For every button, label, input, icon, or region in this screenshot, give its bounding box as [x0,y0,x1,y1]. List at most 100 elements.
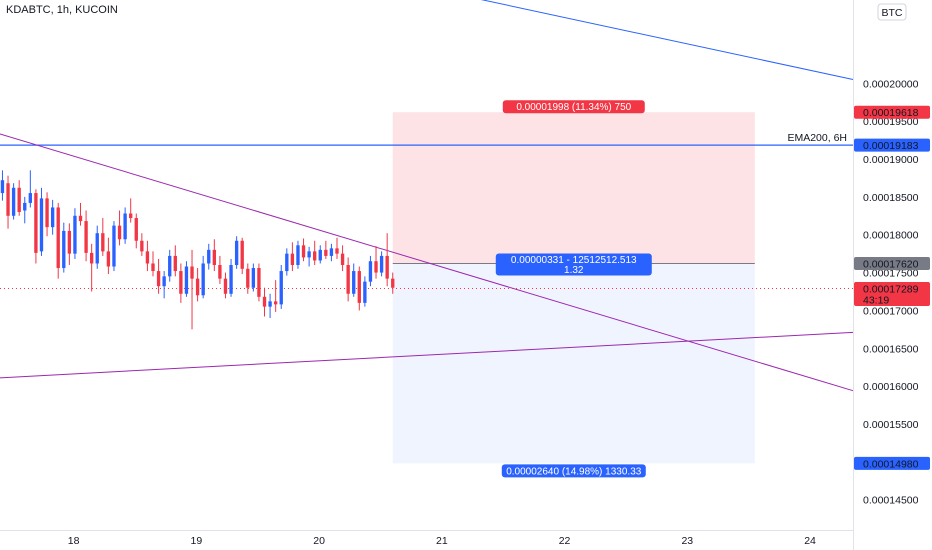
candle-body [329,248,334,256]
currency-badge[interactable] [877,3,907,21]
candle-body [335,248,339,254]
target-zone[interactable] [392,112,755,264]
stop-zone[interactable] [392,263,755,464]
candle-body [268,301,272,307]
price-label-box [854,456,930,470]
candle-body [84,221,88,253]
x-tick-label: 24 [804,535,816,547]
candle-body [168,255,172,277]
candle-body [6,183,10,216]
candle [17,180,21,216]
time-axis[interactable]: 18 19 20 21 22 23 24 [0,530,853,548]
candle [352,263,356,297]
candle [0,170,5,201]
entry-label-box [495,253,652,276]
candle [106,237,111,275]
candle-body [34,193,38,253]
candle [168,249,172,282]
x-tick-label: 18 [68,535,80,547]
candle [50,199,55,235]
candle-body [101,233,105,252]
candle [123,207,127,244]
y-tick-label: 0.00014500 [863,495,919,507]
currency-badge-text: BTC [882,7,903,19]
candle [28,170,33,208]
price-axis[interactable]: 0.00020000 0.00019500 0.00019000 0.00018500… [853,0,932,550]
candle [95,225,99,269]
y-tick-label: 0.00017500 [863,268,919,280]
candle-body [73,215,77,254]
ema-label: EMA200, 6H [787,132,847,144]
candle [173,245,177,277]
symbol-title: KDABTC, 1h, KUCOIN [6,4,118,16]
candle-body [262,296,267,307]
candle [162,271,166,299]
candle [117,210,122,246]
price-label-countdown: 43:19 [863,295,889,307]
trendline-blue-diagonal[interactable] [448,0,854,80]
candle [318,245,322,264]
y-tick-label: 0.00018500 [863,192,919,204]
candle [301,238,306,262]
candle-body [290,253,295,265]
candle-body [23,202,27,211]
candle-body [201,263,205,296]
candle-body [17,187,21,212]
candle [6,175,10,229]
candle [151,251,155,277]
candle-body [218,265,222,279]
candle-body [240,240,244,269]
candle-body [39,198,44,252]
y-tick-label: 0.00016000 [863,381,919,393]
candle-body [123,213,127,240]
symbol-legend[interactable]: KDABTC, 1h, KUCOIN [6,4,118,16]
candle-body [11,187,16,216]
candle [279,265,283,309]
candle [357,266,361,311]
candle [39,187,44,256]
candle-body [179,271,183,294]
candle [262,287,267,317]
trendline-descending-resistance[interactable] [0,133,854,392]
candle-body [134,218,138,241]
candle-body [95,233,99,264]
candle [156,258,161,294]
candle [257,263,261,302]
candle-body [352,271,356,294]
y-tick-label: 0.00019500 [863,116,919,128]
candle [223,272,228,299]
price-label-box [854,138,930,152]
candle-body [251,268,256,288]
candle-body [318,249,322,261]
y-tick-label: 0.00018000 [863,230,919,242]
x-tick-label: 22 [559,535,571,547]
trendline-ascending-support[interactable] [0,331,854,379]
candle-body [156,271,161,287]
candle [251,263,256,292]
candle [89,243,94,292]
candle [101,218,105,256]
x-tick-label: 21 [436,535,448,547]
price-label: 0.00019618 [863,107,919,119]
candle [363,276,367,307]
candle [78,202,83,226]
candle-body [223,278,228,294]
candle [218,255,222,284]
candle [62,222,66,273]
trendlines: EMA200, 6H [0,0,854,392]
candle [324,240,328,259]
price-label: 0.00019183 [863,140,919,152]
position-labels: 0.00001998 (11.34%) 750 0.00000331 - 1251… [495,100,652,478]
price-label: 0.00017289 [863,284,919,296]
candle [179,263,183,303]
candle [379,251,384,277]
candle [246,263,250,294]
candle [296,240,300,269]
position-tool[interactable] [392,112,755,464]
candle [329,243,334,262]
x-tick-label: 19 [191,535,203,547]
price-label-box [854,105,930,119]
candle-body [162,276,166,287]
y-tick-label: 0.00016500 [863,343,919,355]
